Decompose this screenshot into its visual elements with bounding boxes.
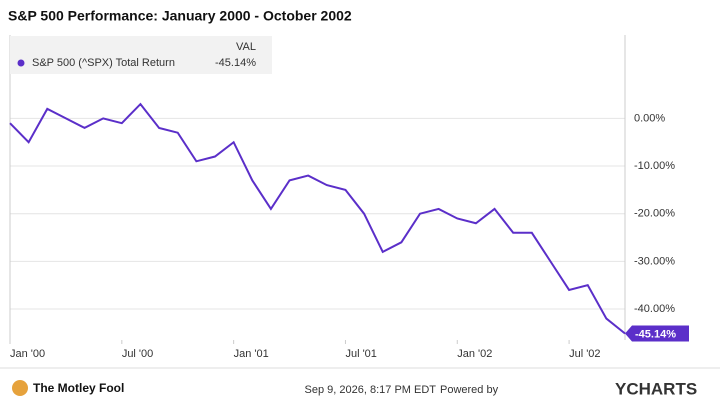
y-tick-label: -20.00% bbox=[634, 208, 675, 220]
x-tick-label: Jan '01 bbox=[234, 348, 269, 360]
x-tick-label: Jul '01 bbox=[345, 348, 376, 360]
legend-marker bbox=[17, 59, 25, 67]
y-tick-label: -40.00% bbox=[634, 303, 675, 315]
footer-powered: Powered by bbox=[440, 384, 499, 396]
x-tick-label: Jan '00 bbox=[10, 348, 45, 360]
x-tick-label: Jul '00 bbox=[122, 348, 153, 360]
legend-header: VAL bbox=[236, 41, 256, 53]
x-tick-label: Jan '02 bbox=[457, 348, 492, 360]
legend-box bbox=[10, 36, 272, 74]
y-tick-label: -30.00% bbox=[634, 255, 675, 267]
end-label: -45.14% bbox=[635, 328, 676, 340]
x-tick-label: Jul '02 bbox=[569, 348, 600, 360]
footer-brand: YCHARTS bbox=[615, 379, 697, 398]
legend-label: S&P 500 (^SPX) Total Return bbox=[32, 57, 175, 69]
footer-logo: The Motley Fool bbox=[33, 381, 124, 395]
logo-icon bbox=[12, 380, 28, 396]
y-tick-label: -10.00% bbox=[634, 160, 675, 172]
legend-value: -45.14% bbox=[215, 57, 256, 69]
series-line bbox=[9, 102, 626, 335]
footer-timestamp: Sep 9, 2026, 8:17 PM EDT bbox=[305, 384, 437, 396]
y-tick-label: 0.00% bbox=[634, 112, 665, 124]
end-tag bbox=[625, 325, 689, 342]
chart-title: S&P 500 Performance: January 2000 - Octo… bbox=[8, 8, 352, 24]
